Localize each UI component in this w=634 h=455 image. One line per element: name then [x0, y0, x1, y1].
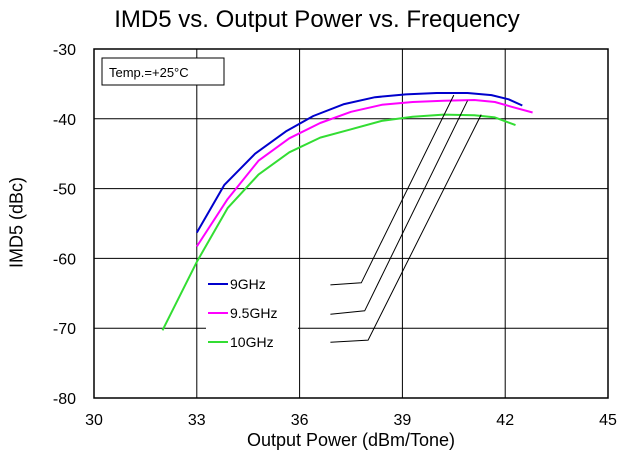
y-axis-label: IMD5 (dBc) [6, 177, 27, 269]
x-tick-label: 33 [188, 412, 206, 429]
legend: 9GHz 9.5GHz 10GHz [206, 270, 298, 350]
y-tick-label: -80 [53, 391, 76, 408]
plot-frame [93, 48, 609, 399]
x-tick-label: 39 [394, 412, 412, 429]
x-tick-label: 30 [85, 412, 103, 429]
legend-label: 10GHz [230, 334, 274, 350]
x-tick-label: 36 [291, 412, 309, 429]
x-axis-label: Output Power (dBm/Tone) [246, 430, 456, 450]
y-tick-label: -30 [53, 42, 76, 59]
temperature-annotation: Temp.=+25°C [101, 57, 225, 86]
annotation-text: Temp.=+25°C [109, 65, 189, 80]
legend-pointer-line [330, 100, 468, 315]
x-tick-label: 45 [599, 412, 617, 429]
legend-pointer-line [330, 94, 455, 286]
legend-label: 9GHz [230, 276, 266, 292]
y-tick-label: -40 [53, 112, 76, 129]
legend-pointer-line [330, 114, 482, 343]
legend-label: 9.5GHz [230, 305, 277, 321]
y-tick-label: -70 [53, 321, 76, 338]
y-tick-label: -60 [53, 251, 76, 268]
series-line-9-5ghz [195, 99, 533, 248]
x-tick-label: 42 [496, 412, 514, 429]
chart-title: IMD5 vs. Output Power vs. Frequency [114, 6, 520, 33]
annotation-box [101, 57, 225, 86]
series-line-10ghz [161, 113, 516, 331]
y-tick-label: -50 [53, 182, 76, 199]
series-line-9ghz [195, 92, 523, 234]
